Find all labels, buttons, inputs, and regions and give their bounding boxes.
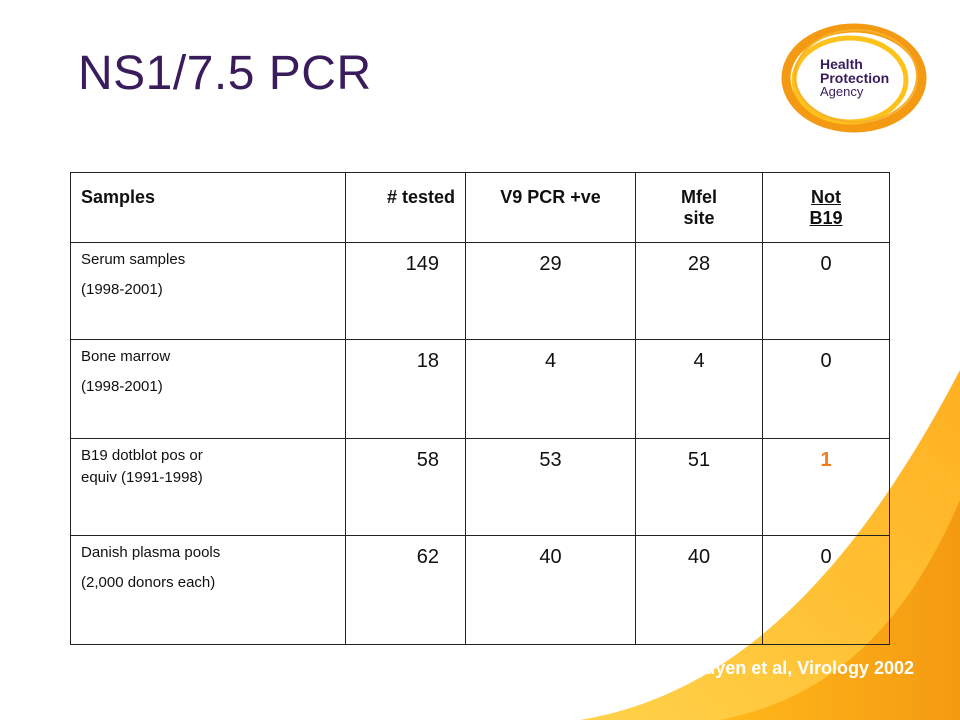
cell-v9: 29 — [465, 242, 636, 340]
header-mfel-line-2: site — [683, 208, 715, 228]
cell-v9: 40 — [465, 535, 636, 645]
table-header-row: Samples # tested V9 PCR +ve Mfel site No… — [70, 172, 890, 243]
table-row: Bone marrow (1998-2001) 18 4 4 0 — [70, 339, 890, 439]
row-label: Bone marrow (1998-2001) — [70, 339, 346, 439]
table-row: Danish plasma pools (2,000 donors each) … — [70, 535, 890, 645]
logo-line-3: Agency — [820, 84, 864, 99]
cell-not-b19-highlight: 1 — [762, 438, 890, 536]
header-mfel-site: Mfel site — [635, 172, 763, 243]
table-row: Serum samples (1998-2001) 149 29 28 0 — [70, 242, 890, 340]
logo-line-1: Health — [820, 56, 863, 72]
cell-v9: 4 — [465, 339, 636, 439]
header-v9-pcr: V9 PCR +ve — [465, 172, 636, 243]
cell-tested: 18 — [345, 339, 466, 439]
logo-line-2: Protection — [820, 70, 890, 86]
header-samples: Samples — [70, 172, 346, 243]
cell-tested: 149 — [345, 242, 466, 340]
cell-tested: 58 — [345, 438, 466, 536]
header-not-line-2: B19 — [809, 208, 843, 228]
row-label-line-1: Bone marrow — [81, 348, 171, 365]
row-label-line-1: B19 dotblot pos or — [81, 447, 203, 464]
header-tested: # tested — [345, 172, 466, 243]
slide-title: NS1/7.5 PCR — [78, 47, 372, 100]
header-not-line-1: Not — [811, 187, 841, 207]
citation-text: Nguyen et al, Virology 2002 — [680, 658, 914, 678]
row-label: Danish plasma pools (2,000 donors each) — [70, 535, 346, 645]
cell-not-b19: 0 — [762, 339, 890, 439]
row-label: B19 dotblot pos or equiv (1991-1998) — [70, 438, 346, 536]
header-mfel-line-1: Mfel — [681, 187, 717, 207]
cell-not-b19: 0 — [762, 242, 890, 340]
row-label-line-1: Danish plasma pools — [81, 544, 221, 561]
row-label-line-2: (2,000 donors each) — [81, 574, 216, 591]
cell-mfel: 4 — [635, 339, 763, 439]
row-label: Serum samples (1998-2001) — [70, 242, 346, 340]
header-not-b19: Not B19 — [762, 172, 890, 243]
logo-text: Health Protection Agency — [820, 57, 889, 99]
row-label-line-2: (1998-2001) — [81, 281, 163, 298]
row-label-line-1: Serum samples — [81, 251, 186, 268]
cell-v9: 53 — [465, 438, 636, 536]
row-label-line-2: equiv (1991-1998) — [81, 469, 203, 486]
row-label-line-2: (1998-2001) — [81, 378, 163, 395]
logo-swirl-icon — [781, 23, 927, 133]
cell-mfel: 40 — [635, 535, 763, 645]
hpa-logo: Health Protection Agency — [778, 22, 928, 134]
cell-not-b19: 0 — [762, 535, 890, 645]
results-table: Samples # tested V9 PCR +ve Mfel site No… — [70, 172, 890, 645]
cell-mfel: 51 — [635, 438, 763, 536]
cell-mfel: 28 — [635, 242, 763, 340]
table-row: B19 dotblot pos or equiv (1991-1998) 58 … — [70, 438, 890, 536]
cell-tested: 62 — [345, 535, 466, 645]
